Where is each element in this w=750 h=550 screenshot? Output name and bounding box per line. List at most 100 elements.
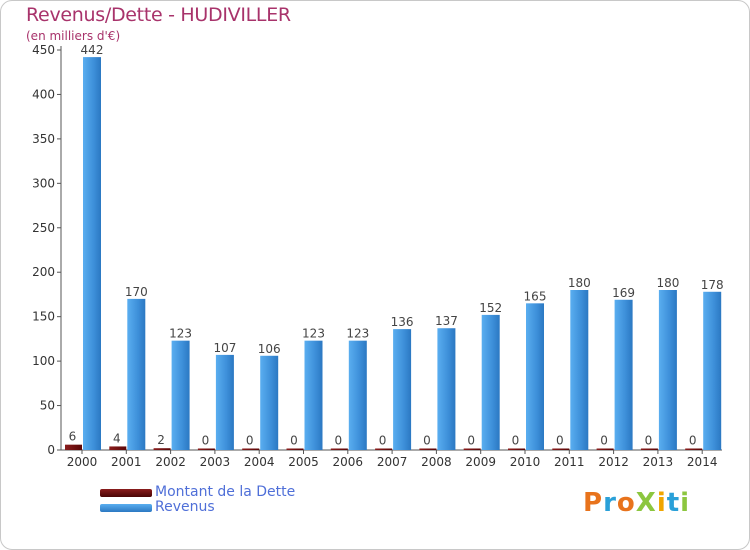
revenue-bar — [171, 340, 190, 450]
debt-bar — [242, 448, 260, 450]
x-tick-label: 2003 — [200, 455, 231, 469]
revenue-value-label: 106 — [258, 342, 281, 356]
revenue-value-label: 180 — [656, 276, 679, 290]
y-tick-label: 50 — [40, 399, 55, 413]
debt-value-label: 0 — [246, 434, 254, 448]
x-tick-label: 2011 — [554, 455, 585, 469]
revenue-value-label: 178 — [701, 278, 724, 292]
x-tick-label: 2013 — [643, 455, 674, 469]
debt-bar — [552, 448, 570, 450]
x-tick-label: 2000 — [67, 455, 98, 469]
logo-letter: o — [616, 488, 636, 518]
revenue-bar — [437, 328, 456, 450]
y-tick-label: 100 — [32, 354, 55, 368]
revenue-bar — [83, 57, 101, 450]
y-tick-label: 250 — [32, 221, 55, 235]
debt-bar — [197, 448, 215, 450]
debt-bar — [375, 448, 393, 450]
x-tick-label: 2004 — [244, 455, 275, 469]
logo-letter: r — [603, 488, 617, 518]
revenue-bar — [703, 291, 722, 450]
x-tick-label: 2008 — [421, 455, 452, 469]
revenue-value-label: 152 — [479, 301, 502, 315]
y-tick-label: 450 — [32, 43, 55, 57]
debt-bar — [330, 448, 348, 450]
debt-value-label: 0 — [290, 434, 298, 448]
debt-value-label: 0 — [334, 434, 342, 448]
y-tick-label: 400 — [32, 87, 55, 101]
revenue-value-label: 442 — [81, 43, 104, 57]
chart-subtitle: (en milliers d'€) — [26, 29, 121, 43]
revenue-value-label: 137 — [435, 314, 458, 328]
x-tick-label: 2002 — [155, 455, 186, 469]
debt-bar — [286, 448, 304, 450]
x-tick-label: 2005 — [288, 455, 319, 469]
revenue-value-label: 170 — [125, 285, 148, 299]
revenue-value-label: 123 — [346, 327, 369, 341]
debt-value-label: 0 — [600, 434, 608, 448]
legend-label-dette: Montant de la Dette — [155, 484, 296, 500]
debt-bar — [463, 448, 481, 450]
y-tick-label: 0 — [47, 443, 55, 457]
revenue-bar — [348, 340, 367, 450]
x-tick-label: 2009 — [465, 455, 496, 469]
revenue-value-label: 169 — [612, 286, 635, 300]
revenue-bar — [304, 340, 323, 450]
y-tick-label: 200 — [32, 265, 55, 279]
debt-value-label: 6 — [69, 430, 77, 444]
x-tick-label: 2010 — [510, 455, 541, 469]
logo-letter: P — [583, 488, 604, 518]
debt-bar — [508, 448, 525, 450]
revenue-bar — [570, 290, 589, 450]
revenue-bar — [658, 290, 677, 450]
revenue-bar — [127, 298, 146, 450]
y-tick-label: 350 — [32, 132, 55, 146]
revenue-bar — [614, 299, 633, 450]
y-tick-label: 150 — [32, 310, 55, 324]
debt-value-label: 0 — [556, 434, 564, 448]
legend-label-revenus: Revenus — [155, 499, 215, 515]
debt-value-label: 0 — [512, 434, 520, 448]
x-tick-label: 2012 — [598, 455, 629, 469]
debt-bar — [65, 444, 82, 450]
proxiti-logo: ProXiti — [583, 488, 690, 518]
revenue-bar — [260, 355, 279, 450]
x-tick-label: 2014 — [687, 455, 718, 469]
revenue-bar — [481, 314, 500, 450]
debt-value-label: 4 — [113, 431, 121, 445]
revenue-value-label: 165 — [524, 289, 547, 303]
logo-letter: t — [666, 488, 681, 518]
revenue-bar — [526, 303, 544, 450]
debt-bar — [685, 448, 703, 450]
revenue-bar — [393, 329, 412, 450]
debt-value-label: 0 — [379, 434, 387, 448]
debt-value-label: 0 — [467, 434, 475, 448]
legend-swatch-dette — [100, 489, 152, 497]
revenue-value-label: 180 — [568, 276, 591, 290]
revenue-value-label: 136 — [391, 315, 414, 329]
x-tick-label: 2007 — [377, 455, 408, 469]
debt-bar — [109, 446, 127, 450]
x-tick-label: 2006 — [333, 455, 364, 469]
debt-bar — [419, 448, 437, 450]
debt-value-label: 0 — [423, 434, 431, 448]
debt-bar — [153, 448, 171, 450]
debt-bar — [640, 448, 658, 450]
logo-letter: i — [656, 488, 667, 518]
x-tick-label: 2001 — [111, 455, 142, 469]
debt-bar — [596, 448, 614, 450]
debt-value-label: 0 — [645, 434, 653, 448]
y-tick-label: 300 — [32, 176, 55, 190]
legend-swatch-revenus — [100, 504, 152, 512]
debt-value-label: 0 — [689, 434, 697, 448]
logo-letter: i — [680, 488, 691, 518]
revenue-bar — [215, 354, 234, 450]
logo-letter: X — [635, 488, 657, 518]
revenue-value-label: 107 — [213, 341, 236, 355]
debt-value-label: 2 — [157, 433, 165, 447]
revenue-value-label: 123 — [302, 327, 325, 341]
chart-title: Revenus/Dette - HUDIVILLER — [26, 4, 291, 26]
revenue-value-label: 123 — [169, 327, 192, 341]
